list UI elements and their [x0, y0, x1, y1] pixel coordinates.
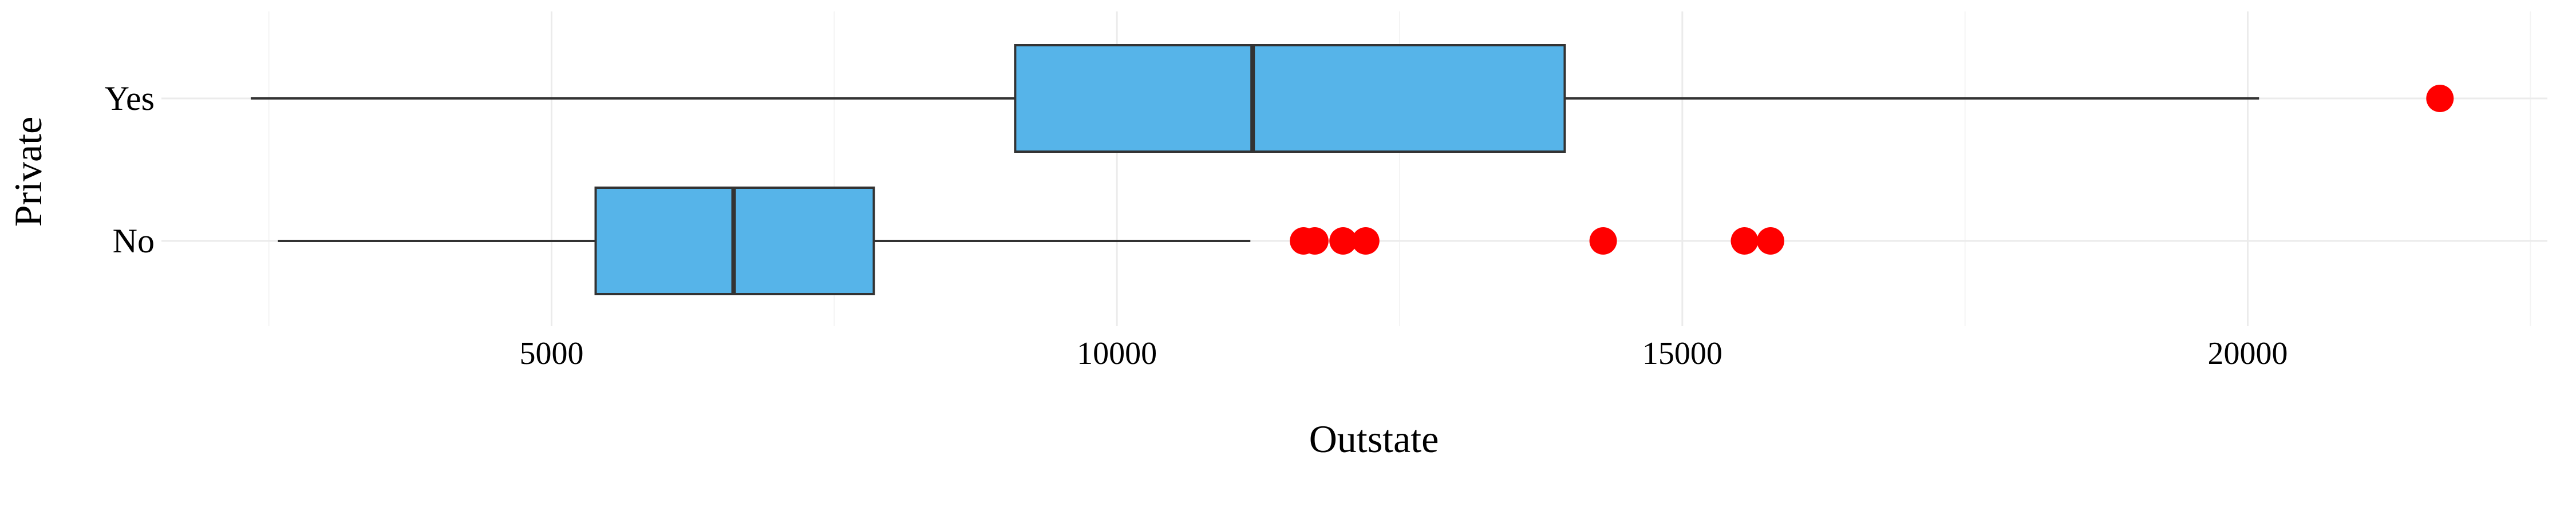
x-tick-label: 10000: [1077, 336, 1157, 371]
x-tick-label: 5000: [519, 336, 583, 371]
x-tick-labels: 5000 10000 15000 20000: [519, 336, 2287, 371]
y-axis-title: Private: [6, 117, 50, 227]
iqr-box: [1014, 44, 1566, 153]
outlier-point: [1589, 227, 1617, 255]
outlier-point: [2426, 85, 2454, 112]
boxplots: [251, 44, 2259, 295]
x-tick-label: 20000: [2208, 336, 2288, 371]
outlier-point: [1352, 227, 1380, 255]
outlier-point: [1301, 227, 1329, 255]
outlier-point: [1329, 227, 1357, 255]
outlier-point: [1730, 227, 1759, 255]
boxplot-yes: [251, 44, 2259, 153]
boxplot-no: [278, 187, 1251, 295]
y-category-labels: Yes No: [105, 80, 155, 260]
x-axis-title: Outstate: [1309, 417, 1439, 461]
y-category-label: No: [113, 222, 155, 260]
outlier-point: [1756, 227, 1784, 255]
x-tick-label: 15000: [1642, 336, 1722, 371]
y-category-label: Yes: [105, 80, 155, 117]
outlier-points: [1290, 85, 2454, 255]
